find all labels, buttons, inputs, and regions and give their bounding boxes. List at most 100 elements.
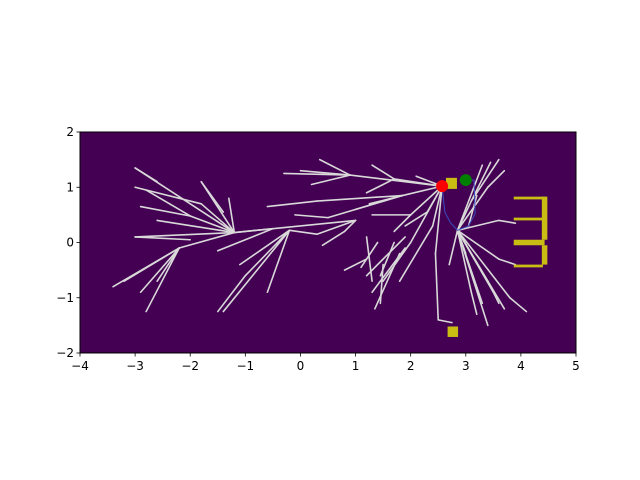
x-tick-label: −4: [71, 359, 89, 373]
tree-edge: [456, 229, 473, 294]
path-line: [441, 179, 476, 231]
tree-edge: [327, 194, 404, 219]
obstacle-block: [513, 196, 545, 200]
tree-edge: [233, 227, 274, 234]
tree-edge: [343, 258, 368, 271]
x-tick-label: 2: [407, 359, 415, 373]
tree-edge: [156, 247, 180, 282]
tree-edge: [398, 225, 434, 282]
tree-edge: [310, 174, 351, 186]
tree-edge: [178, 231, 236, 249]
obstacle-block: [447, 326, 459, 337]
tree-edge: [456, 229, 511, 299]
tree-edge: [365, 178, 395, 194]
tree-edge: [228, 197, 236, 234]
tree-edge: [244, 229, 291, 277]
start-marker: [436, 180, 449, 193]
x-tick-label: −2: [181, 359, 199, 373]
tree-edge: [379, 241, 395, 277]
obstacle-block: [445, 177, 457, 189]
tree-edge: [316, 194, 404, 202]
tree-edge: [374, 252, 401, 310]
y-axis: −2 −1 0 1 2: [56, 125, 80, 360]
plot-area: [79, 131, 577, 354]
obstacle-block: [513, 239, 545, 246]
tree-edge: [448, 229, 459, 266]
tree-edge: [266, 229, 291, 294]
tree-edge: [200, 180, 225, 213]
x-tick-label: 1: [352, 359, 360, 373]
obstacles: [445, 177, 548, 337]
tree-edge: [498, 219, 517, 224]
tree-edge: [189, 215, 236, 234]
tree-edge: [409, 185, 443, 216]
tree-edge: [156, 219, 236, 234]
tree-edge: [509, 296, 528, 313]
obstacle-block: [541, 196, 548, 240]
tree-edge: [112, 247, 180, 288]
tree-edge: [393, 178, 443, 187]
tree-edge: [222, 229, 291, 313]
tree-edge: [456, 229, 495, 294]
y-tick-label: −1: [56, 291, 74, 305]
planned-path: [441, 179, 476, 231]
tree-edge: [371, 164, 395, 180]
tree-edge: [145, 189, 192, 217]
tree-edge: [288, 229, 318, 236]
tree-edge: [401, 185, 443, 197]
tree-edge: [134, 186, 203, 205]
tree-edge: [456, 164, 484, 232]
tree-edge: [434, 185, 443, 255]
tree-edge: [134, 236, 192, 241]
tree-edge: [365, 236, 373, 282]
tree-edge: [456, 219, 500, 232]
tree-edge: [470, 291, 478, 316]
tree-edge: [467, 194, 478, 227]
tree-edge: [239, 229, 291, 266]
tree-edge: [456, 229, 467, 255]
tree-edge: [216, 274, 247, 313]
tree-edge: [393, 214, 412, 233]
y-tick-label: 1: [66, 180, 74, 194]
tree-edge: [266, 200, 318, 208]
obstacle-block: [513, 264, 543, 268]
obstacle-block: [513, 217, 545, 221]
tree-edge: [456, 229, 500, 260]
tree-edge: [431, 185, 443, 227]
y-tick-label: −2: [56, 346, 74, 360]
tree-edge: [134, 231, 236, 238]
tree-edge: [283, 172, 351, 176]
tree-edge: [318, 158, 351, 176]
tree-edge: [487, 169, 506, 189]
tree-edge: [145, 247, 180, 313]
x-tick-label: 4: [517, 359, 525, 373]
x-tick-label: 3: [462, 359, 470, 373]
x-tick-label: −1: [236, 359, 254, 373]
tree-edge: [321, 230, 346, 247]
tree-edge: [200, 203, 236, 234]
markers: [436, 174, 472, 193]
obstacle-block: [541, 245, 548, 265]
tree-edge: [470, 158, 500, 202]
x-tick-label: 5: [572, 359, 580, 373]
tree-edge: [498, 258, 517, 266]
tree-edge: [371, 247, 406, 294]
tree-edge: [139, 205, 192, 217]
tree-edge: [365, 236, 406, 277]
x-tick-label: 0: [297, 359, 305, 373]
x-axis: −4 −3 −2 −1 0 1 2 3 4 5: [71, 353, 580, 373]
tree-edge: [382, 241, 412, 282]
tree-edge: [216, 227, 274, 252]
x-tick-label: −3: [126, 359, 144, 373]
tree-edges: [112, 158, 528, 327]
tree-edge: [434, 252, 440, 321]
goal-marker: [459, 174, 472, 187]
tree-edge: [437, 319, 453, 324]
tree-edge: [404, 211, 429, 227]
tree-edge: [343, 219, 357, 233]
tree-edge: [134, 167, 158, 183]
tree-edge: [139, 247, 180, 294]
y-tick-label: 2: [66, 125, 74, 139]
tree-edge: [316, 219, 357, 236]
